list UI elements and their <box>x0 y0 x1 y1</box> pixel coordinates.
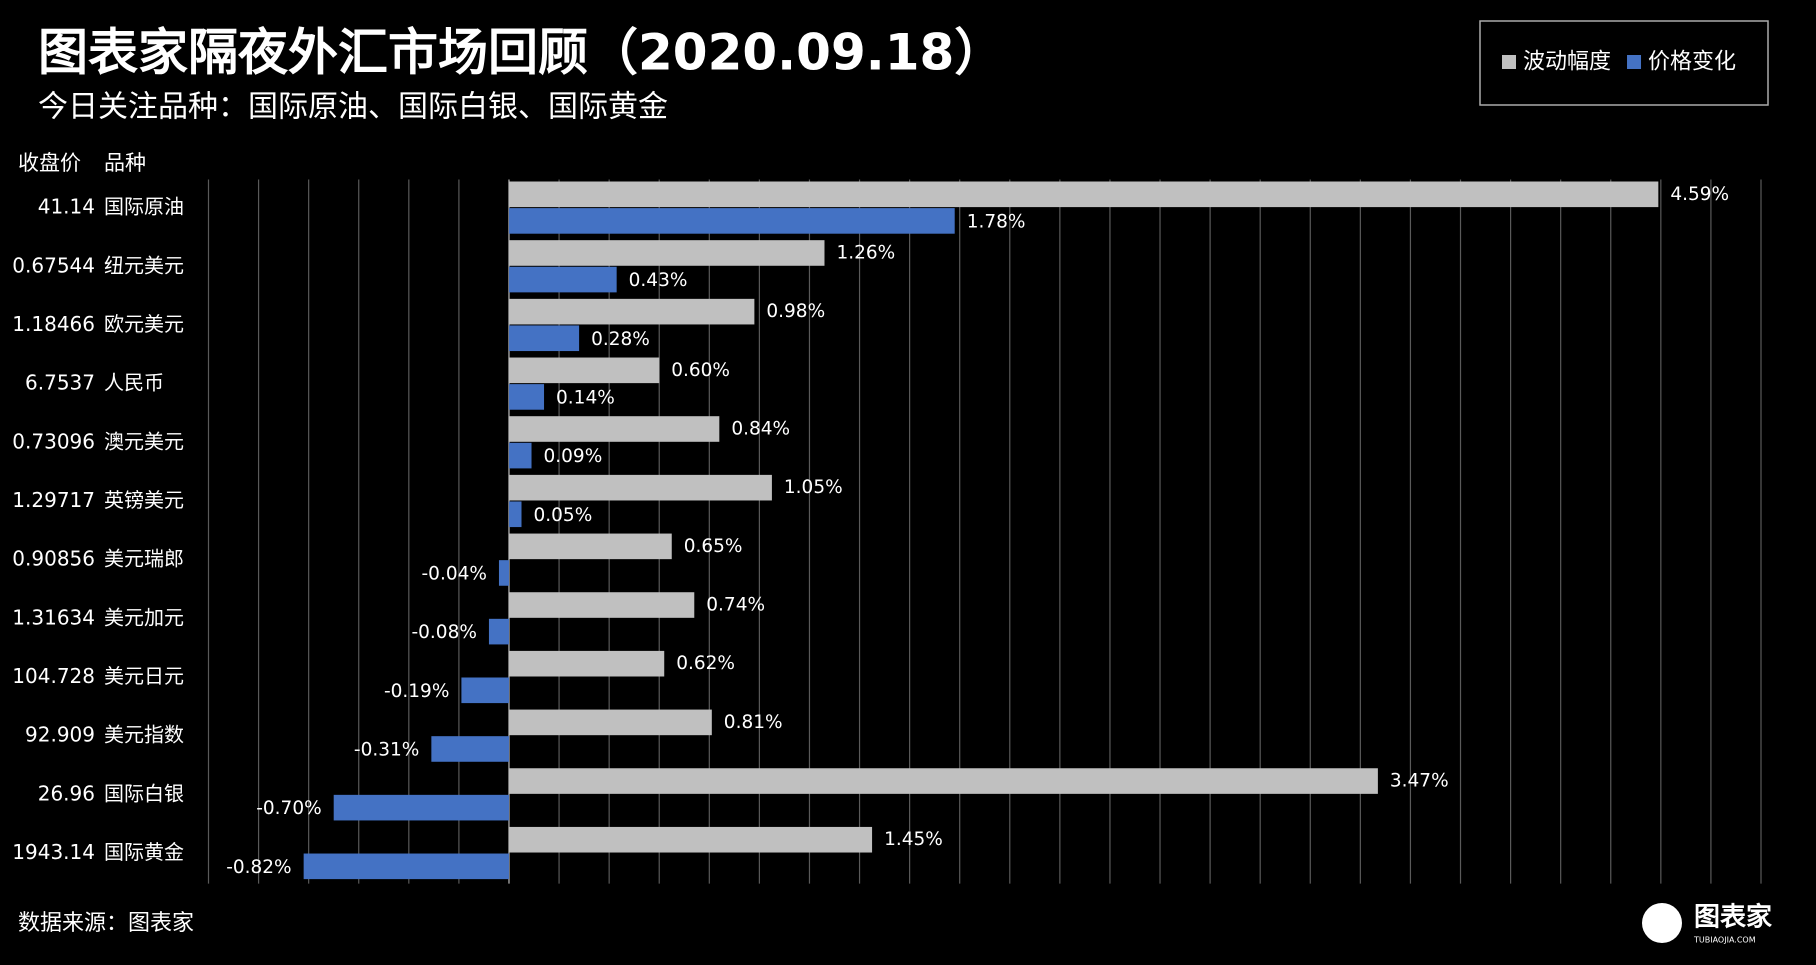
logo-icon <box>1642 903 1682 943</box>
bar <box>508 592 695 618</box>
data-label: -0.08% <box>411 622 476 643</box>
close-price: 104.728 <box>12 664 95 688</box>
close-price: 1943.14 <box>12 840 95 864</box>
data-label: 0.43% <box>629 270 688 291</box>
bar <box>508 325 580 352</box>
logo: 图表家 TUBIAOJIA.COM <box>1642 902 1772 945</box>
y-tick-label: 美元日元 <box>104 664 184 688</box>
data-label: 1.78% <box>967 211 1026 232</box>
bar <box>508 650 665 677</box>
close-price: 0.67544 <box>12 253 95 277</box>
data-label: 0.81% <box>724 712 783 733</box>
bar <box>461 677 509 704</box>
y-tick-label: 欧元美元 <box>104 312 184 336</box>
y-tick-label: 纽元美元 <box>104 253 184 277</box>
bar <box>508 474 772 501</box>
data-label: 0.65% <box>684 536 743 557</box>
bar <box>508 181 1659 208</box>
legend-label: 波动幅度 <box>1523 50 1611 75</box>
close-price: 26.96 <box>38 781 95 805</box>
legend-box <box>1479 20 1769 106</box>
close-price: 6.7537 <box>25 371 95 395</box>
data-label: 0.74% <box>706 595 765 616</box>
legend-swatch <box>1627 55 1642 69</box>
bar <box>508 501 522 528</box>
y-tick-label: 国际原油 <box>104 195 184 219</box>
y-tick-label: 美元指数 <box>104 723 184 747</box>
price-header: 收盘价 <box>18 151 81 175</box>
source: 数据来源：图表家 <box>18 911 194 936</box>
data-label: 3.47% <box>1390 771 1449 792</box>
chart-title: 图表家隔夜外汇市场回顾（2020.09.18） <box>38 24 1004 82</box>
bar <box>508 298 755 325</box>
bar <box>508 442 532 469</box>
data-label: -0.70% <box>256 798 321 819</box>
close-price: 0.90856 <box>12 547 95 571</box>
y-tick-label: 美元瑞郎 <box>104 547 184 571</box>
data-label: -0.04% <box>422 563 487 584</box>
data-label: 0.28% <box>591 329 650 350</box>
legend-label: 价格变化 <box>1648 50 1736 75</box>
bar <box>508 384 545 410</box>
y-tick-label: 澳元美元 <box>104 429 184 453</box>
data-label: 1.26% <box>836 242 895 263</box>
legend-swatch <box>1502 55 1516 69</box>
chart-subtitle: 今日关注品种：国际原油、国际白银、国际黄金 <box>38 90 668 125</box>
data-label: -0.31% <box>354 739 419 760</box>
y-tick-label: 英镑美元 <box>104 488 184 512</box>
data-label: -0.82% <box>226 857 291 878</box>
y-tick-label: 国际白银 <box>104 781 184 805</box>
bar <box>508 416 720 442</box>
bar <box>508 240 825 266</box>
close-price: 0.73096 <box>12 429 95 453</box>
bar <box>498 560 509 586</box>
bar <box>303 853 509 880</box>
close-price: 41.14 <box>38 195 95 219</box>
data-label: 0.60% <box>671 360 730 381</box>
data-label: 1.05% <box>784 477 843 498</box>
close-price: 1.31634 <box>12 605 95 629</box>
data-label: 4.59% <box>1670 184 1729 205</box>
bar <box>488 618 509 645</box>
bar <box>508 266 617 293</box>
bar <box>508 709 712 736</box>
y-tick-label: 美元加元 <box>104 605 184 629</box>
close-price: 92.909 <box>25 723 95 747</box>
data-label: 0.05% <box>534 505 593 526</box>
data-label: 0.98% <box>766 301 825 322</box>
logo-subtext: TUBIAOJIA.COM <box>1693 936 1756 945</box>
bar <box>508 768 1378 794</box>
data-label: 0.62% <box>676 653 735 674</box>
data-label: 0.09% <box>544 446 603 467</box>
data-label: 1.45% <box>884 829 943 850</box>
bar <box>508 357 660 384</box>
logo-text: 图表家 <box>1694 902 1772 933</box>
y-tick-label: 国际黄金 <box>104 840 184 864</box>
data-label: -0.19% <box>384 681 449 702</box>
close-price: 1.29717 <box>12 488 95 512</box>
y-tick-label: 人民币 <box>104 371 164 395</box>
bar <box>508 826 873 853</box>
category-header: 品种 <box>104 151 146 175</box>
bar <box>333 794 509 821</box>
data-label: 0.84% <box>731 419 790 440</box>
data-label: 0.14% <box>556 387 615 408</box>
bar <box>508 208 955 234</box>
bar <box>431 736 509 762</box>
close-price: 1.18466 <box>12 312 95 336</box>
bar <box>508 533 672 560</box>
